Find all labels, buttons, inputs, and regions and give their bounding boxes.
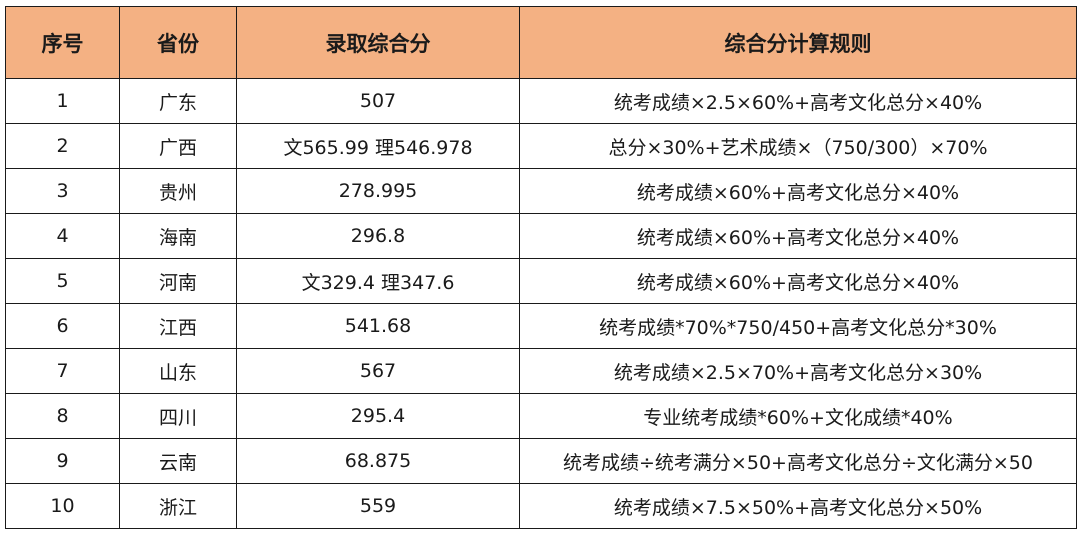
- cell-score: 567: [236, 348, 520, 394]
- table-row: 5 河南 文329.4 理347.6 统考成绩×60%+高考文化总分×40%: [5, 258, 1077, 304]
- cell-province: 广东: [119, 78, 237, 124]
- cell-rule: 统考成绩×60%+高考文化总分×40%: [519, 213, 1077, 259]
- cell-no: 7: [5, 348, 120, 394]
- cell-province: 云南: [119, 438, 237, 484]
- cell-rule: 统考成绩×7.5×50%+高考文化总分×50%: [519, 483, 1077, 529]
- cell-province: 江西: [119, 303, 237, 349]
- cell-rule: 统考成绩÷统考满分×50+高考文化总分÷文化满分×50: [519, 438, 1077, 484]
- cell-province: 浙江: [119, 483, 237, 529]
- cell-no: 10: [5, 483, 120, 529]
- cell-rule: 统考成绩×60%+高考文化总分×40%: [519, 258, 1077, 304]
- header-no: 序号: [5, 6, 120, 79]
- cell-no: 1: [5, 78, 120, 124]
- cell-no: 5: [5, 258, 120, 304]
- cell-score: 295.4: [236, 393, 520, 439]
- cell-province: 海南: [119, 213, 237, 259]
- cell-rule: 统考成绩×60%+高考文化总分×40%: [519, 168, 1077, 214]
- header-rule: 综合分计算规则: [519, 6, 1077, 79]
- table-row: 3 贵州 278.995 统考成绩×60%+高考文化总分×40%: [5, 168, 1077, 214]
- cell-score: 68.875: [236, 438, 520, 484]
- cell-score: 541.68: [236, 303, 520, 349]
- cell-province: 河南: [119, 258, 237, 304]
- cell-no: 6: [5, 303, 120, 349]
- cell-score: 559: [236, 483, 520, 529]
- cell-rule: 专业统考成绩*60%+文化成绩*40%: [519, 393, 1077, 439]
- table-row: 7 山东 567 统考成绩×2.5×70%+高考文化总分×30%: [5, 348, 1077, 394]
- table-row: 10 浙江 559 统考成绩×7.5×50%+高考文化总分×50%: [5, 483, 1077, 529]
- table-row: 9 云南 68.875 统考成绩÷统考满分×50+高考文化总分÷文化满分×50: [5, 438, 1077, 484]
- table-row: 4 海南 296.8 统考成绩×60%+高考文化总分×40%: [5, 213, 1077, 259]
- cell-score: 278.995: [236, 168, 520, 214]
- cell-rule: 统考成绩×2.5×70%+高考文化总分×30%: [519, 348, 1077, 394]
- cell-score: 文329.4 理347.6: [236, 258, 520, 304]
- cell-score: 文565.99 理546.978: [236, 123, 520, 169]
- table-row: 6 江西 541.68 统考成绩*70%*750/450+高考文化总分*30%: [5, 303, 1077, 349]
- header-province: 省份: [119, 6, 237, 79]
- header-row: 序号 省份 录取综合分 综合分计算规则: [5, 6, 1077, 79]
- cell-no: 2: [5, 123, 120, 169]
- table-body: 1 广东 507 统考成绩×2.5×60%+高考文化总分×40% 2 广西 文5…: [5, 78, 1077, 529]
- cell-score: 507: [236, 78, 520, 124]
- table-row: 2 广西 文565.99 理546.978 总分×30%+艺术成绩×（750/3…: [5, 123, 1077, 169]
- cell-province: 山东: [119, 348, 237, 394]
- cell-no: 8: [5, 393, 120, 439]
- cell-rule: 总分×30%+艺术成绩×（750/300）×70%: [519, 123, 1077, 169]
- cell-province: 四川: [119, 393, 237, 439]
- cell-no: 4: [5, 213, 120, 259]
- cell-province: 贵州: [119, 168, 237, 214]
- table-row: 8 四川 295.4 专业统考成绩*60%+文化成绩*40%: [5, 393, 1077, 439]
- cell-province: 广西: [119, 123, 237, 169]
- cell-no: 9: [5, 438, 120, 484]
- cell-no: 3: [5, 168, 120, 214]
- cell-score: 296.8: [236, 213, 520, 259]
- cell-rule: 统考成绩×2.5×60%+高考文化总分×40%: [519, 78, 1077, 124]
- header-score: 录取综合分: [236, 6, 520, 79]
- table-row: 1 广东 507 统考成绩×2.5×60%+高考文化总分×40%: [5, 78, 1077, 124]
- admission-score-table: 序号 省份 录取综合分 综合分计算规则 1 广东 507 统考成绩×2.5×60…: [5, 6, 1077, 529]
- table-header: 序号 省份 录取综合分 综合分计算规则: [5, 6, 1077, 79]
- cell-rule: 统考成绩*70%*750/450+高考文化总分*30%: [519, 303, 1077, 349]
